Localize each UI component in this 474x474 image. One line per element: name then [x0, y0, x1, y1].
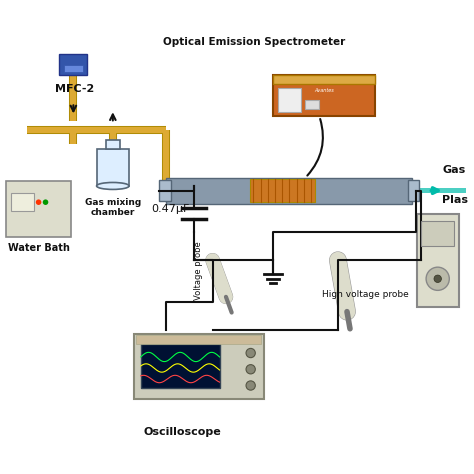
Bar	[166, 178, 412, 204]
Text: Voltage probe: Voltage probe	[194, 242, 203, 301]
Text: MFC-2: MFC-2	[55, 84, 94, 94]
Bar	[417, 214, 458, 307]
Circle shape	[43, 200, 48, 205]
Text: 0.47μF: 0.47μF	[152, 204, 190, 214]
Circle shape	[434, 275, 441, 283]
Bar	[97, 149, 129, 186]
Bar	[278, 89, 301, 112]
Bar	[419, 188, 465, 193]
Text: Gas mixing
chamber: Gas mixing chamber	[85, 198, 141, 217]
Bar	[305, 100, 319, 109]
Bar	[273, 74, 375, 116]
Bar	[136, 336, 261, 344]
Bar	[11, 193, 34, 211]
Text: Oscilloscope: Oscilloscope	[144, 427, 221, 438]
Text: High voltage probe: High voltage probe	[322, 291, 409, 300]
Circle shape	[246, 381, 255, 390]
Bar	[59, 54, 87, 74]
Text: Optical Emission Spectrometer: Optical Emission Spectrometer	[163, 37, 346, 47]
Bar	[421, 221, 454, 246]
Bar	[64, 65, 82, 72]
Text: Plas: Plas	[442, 195, 468, 205]
Bar	[6, 182, 71, 237]
Bar	[273, 74, 375, 84]
Bar	[159, 181, 171, 201]
Bar	[408, 181, 419, 201]
Ellipse shape	[97, 182, 129, 190]
Text: Water Bath: Water Bath	[8, 243, 70, 253]
Text: Avantes: Avantes	[314, 88, 334, 93]
Bar	[250, 180, 315, 202]
Bar	[141, 344, 219, 388]
Bar	[106, 139, 120, 149]
Circle shape	[246, 348, 255, 358]
Circle shape	[426, 267, 449, 291]
Text: Gas: Gas	[442, 164, 465, 175]
Circle shape	[36, 200, 41, 205]
Circle shape	[246, 365, 255, 374]
Bar	[134, 335, 264, 400]
